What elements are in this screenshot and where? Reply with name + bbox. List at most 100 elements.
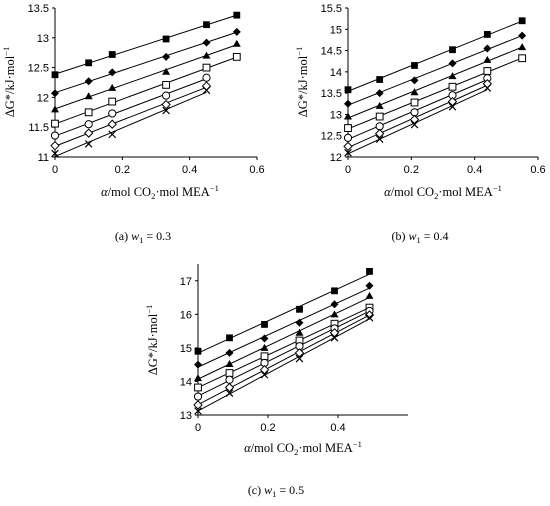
trend-line [347,46,523,119]
cross-marker [162,106,170,115]
trend-line [197,318,370,412]
y-tick-label: 12.5 [321,131,342,143]
y-tick-label: 13.5 [321,88,342,100]
data-series [194,313,374,415]
filled-square-marker [296,305,303,313]
filled-triangle-marker [232,39,241,47]
trend-line [197,296,370,380]
x-tick-label: 0.6 [249,164,264,176]
data-series [51,27,241,98]
y-tick-label: 13 [330,109,342,121]
filled-square-marker [483,30,491,38]
filled-diamond-marker [108,68,117,77]
filled-triangle-marker [108,83,117,91]
x-axis-label: α/mol CO2·mol MEA−1 [384,183,502,201]
open-diamond-marker [83,128,94,138]
filled-diamond-marker [232,27,241,36]
filled-square-marker [411,62,418,69]
filled-triangle-marker [202,51,211,59]
open-square-marker [375,112,384,121]
open-diamond-marker [107,119,117,129]
open-circle-marker [84,120,93,129]
filled-triangle-marker [330,310,339,318]
x-axis-label: α/mol CO2·mol MEA−1 [244,439,362,457]
trend-line [347,57,523,130]
y-tick-label: 13.5 [28,3,49,15]
filled-triangle-marker [162,67,171,75]
filled-diamond-marker [518,31,527,40]
open-square-marker [518,54,527,63]
filled-triangle-marker [365,291,374,299]
filled-diamond-marker [365,281,374,290]
trend-line [197,273,370,354]
data-series [344,43,527,120]
filled-square-marker [194,347,202,355]
x-tick-label: 0.4 [182,164,197,176]
y-tick-label: 15 [180,343,192,355]
x-tick-label: 0.6 [530,164,545,176]
filled-triangle-marker [483,55,492,63]
filled-square-marker [261,321,268,328]
cross-marker [202,86,211,95]
filled-diamond-marker [410,76,419,85]
filled-diamond-marker [448,59,457,68]
chart-panel-c: 13 14 15 16 17 0 0.2 0.4 α/mol CO2·mol MEA−1 ΔG*/… [144,264,408,499]
filled-triangle-marker [260,343,269,351]
trend-line [54,31,237,94]
cross-marker [194,407,202,415]
open-square-marker [202,63,211,72]
open-circle-marker [225,375,234,384]
filled-triangle-marker [194,374,202,382]
trend-line [54,91,207,157]
filled-triangle-marker [84,92,93,100]
open-diamond-marker [329,328,340,338]
filled-square-marker [85,59,93,67]
trend-line [197,310,370,397]
trend-line [347,84,488,149]
cross-marker [260,370,269,379]
x-tick-label: 0.2 [115,164,130,176]
filled-square-marker [366,267,373,275]
open-circle-marker [50,131,60,140]
trend-line [54,78,207,137]
data-series [344,54,527,132]
data-series [194,291,374,382]
y-tick-label: 15 [330,24,342,36]
trend-line [197,287,370,368]
filled-square-marker [233,11,241,19]
data-series [344,31,527,108]
y-tick-label: 17 [180,276,192,288]
filled-diamond-marker [483,44,492,53]
filled-triangle-marker [344,112,352,120]
open-circle-marker [202,73,211,82]
data-series [344,17,526,94]
cross-marker [448,102,457,111]
open-square-marker [344,124,352,132]
filled-diamond-marker [225,348,234,357]
data-series [51,39,241,113]
open-square-marker [194,383,202,392]
y-tick-label: 11 [38,152,49,164]
open-circle-marker [193,392,203,401]
cross-marker [295,354,304,363]
open-square-marker [162,80,170,89]
y-tick-label: 14 [330,67,342,79]
open-diamond-marker [50,140,60,151]
data-series [193,310,375,410]
filled-triangle-marker [51,105,59,113]
data-series [194,303,374,392]
data-series [194,281,374,369]
filled-square-marker [51,71,59,79]
open-square-marker [410,98,419,107]
filled-diamond-marker [295,318,304,327]
cross-marker [344,148,352,157]
filled-diamond-marker [375,89,384,98]
panel-caption: (c) w1 = 0.5 [248,483,304,499]
filled-diamond-marker [344,99,352,108]
x-tick-label: 0.4 [467,164,482,176]
y-axis-label: ΔG*/kJ·mol−1 [294,47,310,118]
filled-diamond-marker [202,38,211,47]
panel-caption: (b) w1 = 0.4 [391,229,448,245]
filled-triangle-marker [375,101,384,109]
